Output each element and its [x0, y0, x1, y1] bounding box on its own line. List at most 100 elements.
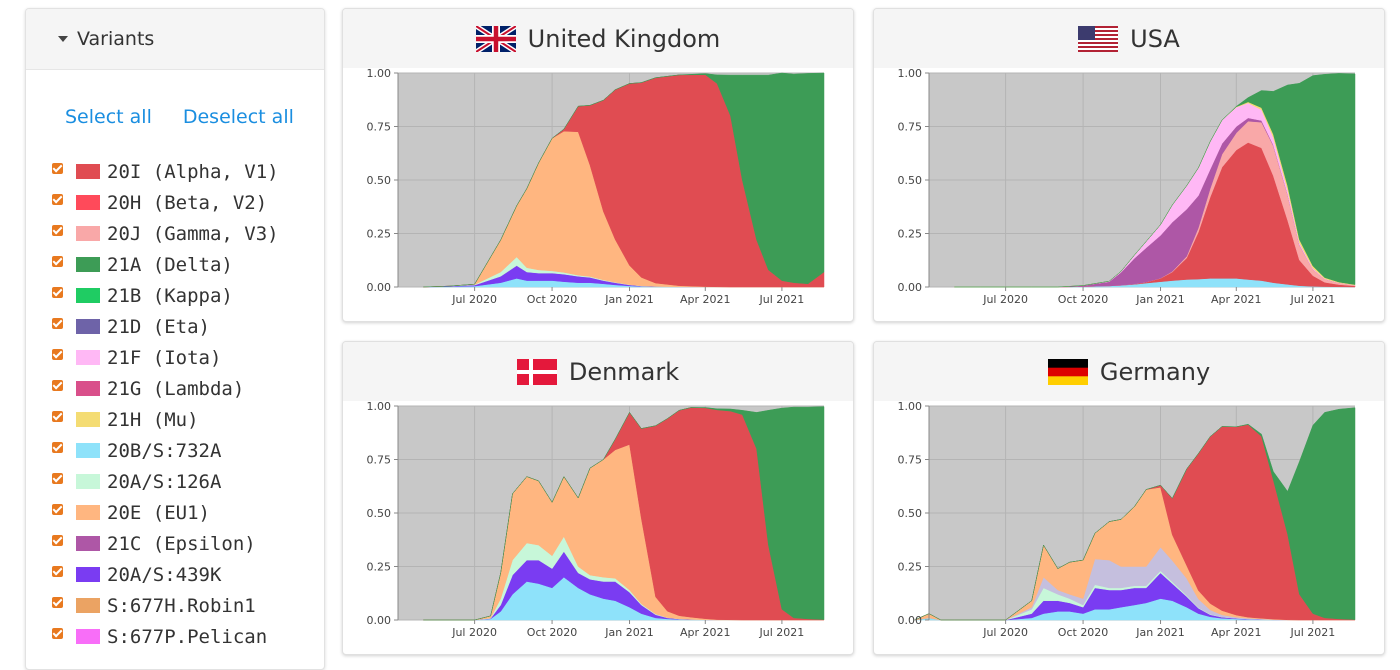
y-tick-label: 0.25 [898, 228, 923, 241]
variant-label: 20A/S:439K [107, 563, 222, 586]
variant-label: 20J (Gamma, V3) [107, 222, 279, 245]
variant-color-swatch [76, 226, 100, 241]
x-tick-label: Jan 2021 [1135, 293, 1184, 306]
variant-item[interactable]: 21F (Iota) [52, 342, 324, 373]
variant-label: 21A (Delta) [107, 253, 233, 276]
x-tick-label: Oct 2020 [527, 626, 578, 639]
variant-item[interactable]: 21B (Kappa) [52, 280, 324, 311]
area-series-5[interactable] [423, 72, 825, 288]
variant-item[interactable]: 20H (Beta, V2) [52, 187, 324, 218]
variant-checkbox[interactable] [52, 163, 63, 174]
chart-card-header: Denmark [343, 342, 853, 401]
variant-item[interactable]: 21C (Epsilon) [52, 528, 324, 559]
select-all-link[interactable]: Select all [65, 106, 152, 128]
chart-title: Germany [1099, 357, 1211, 386]
variant-color-swatch [76, 536, 100, 551]
x-tick-label: Jul 2020 [982, 626, 1028, 639]
usa-flag-icon [1078, 25, 1119, 52]
x-tick-label: Apr 2021 [1211, 293, 1262, 306]
variant-label: 21H (Mu) [107, 408, 199, 431]
variant-label: 20E (EU1) [107, 501, 210, 524]
variant-item[interactable]: 20B/S:732A [52, 435, 324, 466]
x-tick-label: Jan 2021 [604, 293, 653, 306]
variant-item[interactable]: 20A/S:439K [52, 559, 324, 590]
y-tick-label: 0.00 [898, 614, 923, 627]
y-tick-label: 0.50 [898, 174, 923, 187]
area-series-5[interactable] [423, 406, 825, 621]
chart-plot-united-kingdom: 0.00 0.25 0.50 0.75 1.00 Jul 2020 Oct 2020 Jan … [367, 68, 825, 306]
variant-item[interactable]: 20I (Alpha, V1) [52, 156, 324, 187]
x-tick-label: Jul 2021 [1290, 626, 1336, 639]
y-tick-label: 0.75 [367, 121, 392, 134]
variant-checkbox[interactable] [52, 380, 63, 391]
variant-color-swatch [76, 505, 100, 520]
variant-checkbox[interactable] [52, 256, 63, 267]
x-tick-label: Oct 2020 [1058, 626, 1109, 639]
variant-color-swatch [76, 164, 100, 179]
area-series-6[interactable] [914, 407, 1356, 621]
variant-checkbox[interactable] [52, 473, 63, 484]
variant-item[interactable]: 20E (EU1) [52, 497, 324, 528]
variant-item[interactable]: 21D (Eta) [52, 311, 324, 342]
x-tick-label: Jan 2021 [604, 626, 653, 639]
variant-checkbox[interactable] [52, 628, 63, 639]
y-tick-label: 0.50 [898, 507, 923, 520]
chart-card-usa: USA 0.00 0.25 0.50 0.75 1.00 Jul 2020 Oct 2020… [873, 8, 1385, 322]
x-tick-label: Apr 2021 [680, 626, 731, 639]
variant-label: 20H (Beta, V2) [107, 191, 268, 214]
select-controls: Select all Deselect all [26, 70, 324, 128]
variant-checkbox[interactable] [52, 194, 63, 205]
variant-label: 20B/S:732A [107, 439, 222, 462]
variant-checkbox[interactable] [52, 287, 63, 298]
variant-item[interactable]: S:677P.Pelican [52, 621, 324, 652]
x-tick-label: Jul 2021 [759, 626, 805, 639]
chart-plot-germany: 0.00 0.25 0.50 0.75 1.00 Jul 2020 Oct 2020 Jan … [898, 401, 1356, 639]
variants-panel: Variants Select all Deselect all 20I (Al… [25, 8, 325, 670]
variant-label: 21G (Lambda) [107, 377, 245, 400]
variant-label: 21F (Iota) [107, 346, 222, 369]
variant-color-swatch [76, 598, 100, 613]
chart-plot-denmark: 0.00 0.25 0.50 0.75 1.00 Jul 2020 Oct 2020 Jan … [367, 401, 825, 639]
variant-item[interactable]: 21G (Lambda) [52, 373, 324, 404]
variant-checkbox[interactable] [52, 225, 63, 236]
denmark-flag-icon [516, 358, 557, 385]
x-tick-label: Jul 2021 [759, 293, 805, 306]
y-tick-label: 0.75 [367, 454, 392, 467]
variant-color-swatch [76, 350, 100, 365]
variant-checkbox[interactable] [52, 566, 63, 577]
variant-checkbox[interactable] [52, 411, 63, 422]
variants-panel-title: Variants [77, 28, 155, 50]
deselect-all-link[interactable]: Deselect all [182, 106, 294, 128]
variant-item[interactable]: S:677H.Robin1 [52, 590, 324, 621]
area-series-6[interactable] [954, 73, 1356, 288]
chart-title: USA [1130, 24, 1180, 53]
variant-checkbox[interactable] [52, 318, 63, 329]
variant-list: 20I (Alpha, V1) 20H (Beta, V2) 20J (Gamma,… [26, 128, 324, 652]
variant-checkbox[interactable] [52, 597, 63, 608]
y-tick-label: 1.00 [367, 68, 392, 80]
variant-label: 21B (Kappa) [107, 284, 233, 307]
variant-checkbox[interactable] [52, 504, 63, 515]
variant-item[interactable]: 20A/S:126A [52, 466, 324, 497]
variant-label: S:677P.Pelican [107, 625, 268, 648]
variant-color-swatch [76, 629, 100, 644]
variant-label: 21C (Epsilon) [107, 532, 256, 555]
variant-item[interactable]: 21A (Delta) [52, 249, 324, 280]
variant-color-swatch [76, 474, 100, 489]
y-tick-label: 1.00 [898, 68, 923, 80]
chart-card-united-kingdom: United Kingdom 0.00 0.25 0.50 0.75 1.00 Jul 2… [342, 8, 854, 322]
x-tick-label: Oct 2020 [1058, 293, 1109, 306]
variant-item[interactable]: 21H (Mu) [52, 404, 324, 435]
variant-checkbox[interactable] [52, 535, 63, 546]
x-tick-label: Apr 2021 [680, 293, 731, 306]
chart-title: Denmark [568, 357, 680, 386]
variants-panel-header[interactable]: Variants [26, 9, 324, 70]
variant-checkbox[interactable] [52, 349, 63, 360]
variant-color-swatch [76, 443, 100, 458]
variant-checkbox[interactable] [52, 442, 63, 453]
variant-label: 21D (Eta) [107, 315, 210, 338]
y-tick-label: 0.00 [367, 614, 392, 627]
variant-item[interactable]: 20J (Gamma, V3) [52, 218, 324, 249]
y-tick-label: 0.00 [367, 281, 392, 294]
chart-card-germany: Germany 0.00 0.25 0.50 0.75 1.00 Jul 2020 Oct … [873, 341, 1385, 655]
